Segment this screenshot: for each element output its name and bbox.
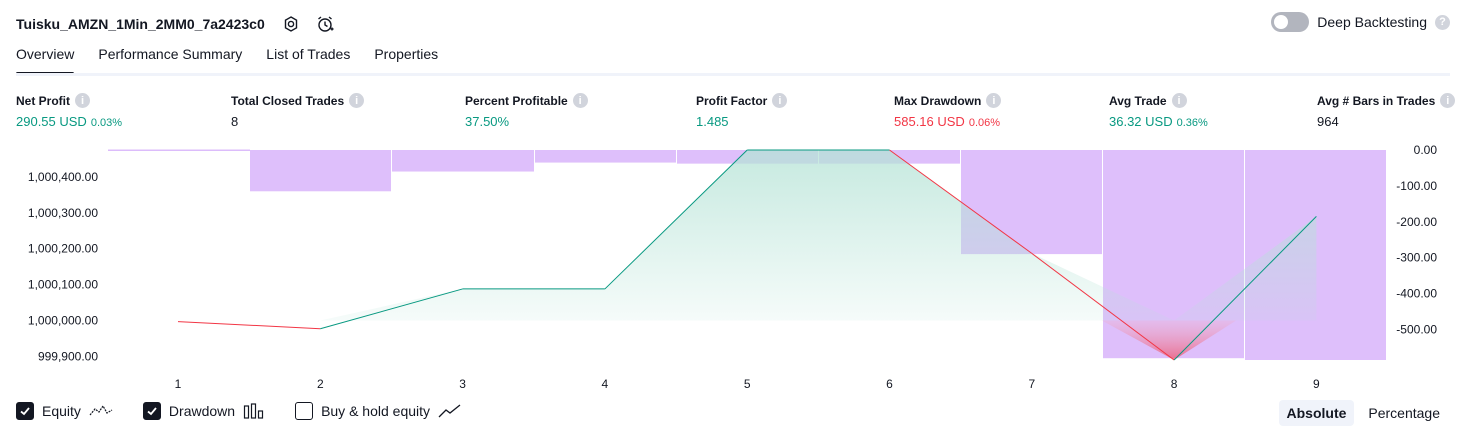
metric-total-closed-trades: Total Closed Trades i 8 (231, 93, 364, 129)
x-axis: 1 2 3 4 5 6 7 8 9 (175, 377, 1320, 391)
info-icon[interactable]: i (1440, 93, 1455, 108)
metric-max-drawdown: Max Drawdown i 585.16 USD 0.06% (894, 93, 1001, 129)
metric-value: 964 (1317, 114, 1339, 129)
equity-line-segment (178, 322, 320, 329)
left-axis-tick: 1,000,400.00 (28, 170, 98, 184)
metric-percent: 0.03% (91, 117, 122, 129)
metric-label: Avg Trade (1109, 94, 1167, 108)
x-axis-tick: 8 (1171, 377, 1178, 391)
drawdown-bar (535, 150, 676, 163)
metric-value: 8 (231, 114, 238, 129)
percentage-button[interactable]: Percentage (1360, 400, 1448, 426)
info-icon[interactable]: i (75, 93, 90, 108)
report-header: Tuisku_AMZN_1Min_2MM0_7a2423c0 (16, 10, 337, 38)
left-axis-tick: 1,000,100.00 (28, 278, 98, 292)
settings-button[interactable] (279, 12, 303, 36)
left-axis-tick: 1,000,300.00 (28, 206, 98, 220)
equity-line-icon (89, 403, 113, 419)
tab-performance-summary[interactable]: Performance Summary (98, 46, 242, 74)
check-icon (146, 405, 158, 417)
chart-legend: Equity Drawdown Buy & hold equity (16, 402, 462, 420)
metric-label: Max Drawdown (894, 94, 981, 108)
report-tabs: Overview Performance Summary List of Tra… (16, 46, 438, 74)
metric-value: 37.50% (465, 114, 509, 129)
x-axis-tick: 7 (1028, 377, 1035, 391)
metric-avg-trade: Avg Trade i 36.32 USD 0.36% (1109, 93, 1208, 129)
right-axis-tick: -200.00 (1396, 215, 1437, 229)
left-axis-tick: 1,000,200.00 (28, 242, 98, 256)
metric-label: Net Profit (16, 94, 70, 108)
x-axis-tick: 4 (602, 377, 609, 391)
metric-avg-bars-in-trades: Avg # Bars in Trades i 964 (1317, 93, 1455, 129)
left-axis: 1,000,400.00 1,000,300.00 1,000,200.00 1,00… (28, 170, 98, 363)
x-axis-tick: 6 (886, 377, 893, 391)
legend-label: Buy & hold equity (321, 403, 430, 419)
x-axis-tick: 3 (459, 377, 466, 391)
settings-icon (282, 15, 300, 33)
right-axis-tick: -100.00 (1396, 179, 1437, 193)
metric-percent-profitable: Percent Profitable i 37.50% (465, 93, 588, 129)
drawdown-checkbox[interactable] (143, 402, 161, 420)
deep-backtesting-label: Deep Backtesting (1317, 14, 1427, 30)
info-icon[interactable]: i (349, 93, 364, 108)
right-axis: 0.00 -100.00 -200.00 -300.00 -400.00 -500.00 (1396, 143, 1437, 336)
metric-value: 290.55 USD (16, 114, 87, 129)
info-icon[interactable]: i (986, 93, 1001, 108)
metric-net-profit: Net Profit i 290.55 USD 0.03% (16, 93, 122, 129)
metric-label: Profit Factor (696, 94, 767, 108)
buy-hold-checkbox[interactable] (295, 402, 313, 420)
drawdown-bar (392, 150, 534, 172)
x-axis-tick: 2 (317, 377, 324, 391)
legend-equity[interactable]: Equity (16, 402, 113, 420)
right-axis-tick: -500.00 (1396, 322, 1437, 336)
deep-backtesting: Deep Backtesting ? (1271, 12, 1450, 32)
legend-drawdown[interactable]: Drawdown (143, 402, 265, 420)
help-icon[interactable]: ? (1435, 15, 1450, 30)
metric-value: 1.485 (696, 114, 729, 129)
right-axis-tick: -400.00 (1396, 287, 1437, 301)
metric-label: Avg # Bars in Trades (1317, 94, 1435, 108)
deep-backtesting-toggle[interactable] (1271, 12, 1309, 32)
equity-checkbox[interactable] (16, 402, 34, 420)
legend-buy-hold[interactable]: Buy & hold equity (295, 402, 462, 420)
right-axis-tick: -300.00 (1396, 251, 1437, 265)
display-mode-toggle: Absolute Percentage (1279, 400, 1449, 426)
legend-label: Drawdown (169, 403, 235, 419)
info-icon[interactable]: i (573, 93, 588, 108)
buy-hold-line-icon (438, 403, 462, 419)
add-alert-button[interactable] (313, 12, 337, 36)
metric-profit-factor: Profit Factor i 1.485 (696, 93, 787, 129)
info-icon[interactable]: i (1172, 93, 1187, 108)
toggle-knob (1274, 15, 1288, 29)
info-icon[interactable]: i (772, 93, 787, 108)
strategy-name: Tuisku_AMZN_1Min_2MM0_7a2423c0 (16, 16, 265, 32)
absolute-button[interactable]: Absolute (1279, 400, 1355, 426)
drawdown-bars-icon (243, 403, 265, 419)
tabs-divider (16, 73, 1450, 76)
metric-percent: 0.06% (969, 117, 1000, 129)
metric-percent: 0.36% (1177, 117, 1208, 129)
tab-overview[interactable]: Overview (16, 46, 74, 74)
drawdown-bar (250, 150, 391, 191)
metric-label: Total Closed Trades (231, 94, 344, 108)
metric-value: 585.16 USD (894, 114, 965, 129)
right-axis-tick: 0.00 (1414, 143, 1438, 157)
left-axis-tick: 1,000,000.00 (28, 314, 98, 328)
alert-clock-icon (316, 15, 334, 33)
x-axis-tick: 1 (175, 377, 182, 391)
tab-list-of-trades[interactable]: List of Trades (266, 46, 350, 74)
x-axis-tick: 5 (744, 377, 751, 391)
metric-label: Percent Profitable (465, 94, 568, 108)
check-icon (19, 405, 31, 417)
equity-drawdown-chart: 1,000,400.00 1,000,300.00 1,000,200.00 1,00… (0, 140, 1466, 395)
left-axis-tick: 999,900.00 (38, 349, 98, 363)
legend-label: Equity (42, 403, 81, 419)
x-axis-tick: 9 (1313, 377, 1320, 391)
tab-properties[interactable]: Properties (374, 46, 438, 74)
metric-value: 36.32 USD (1109, 114, 1173, 129)
